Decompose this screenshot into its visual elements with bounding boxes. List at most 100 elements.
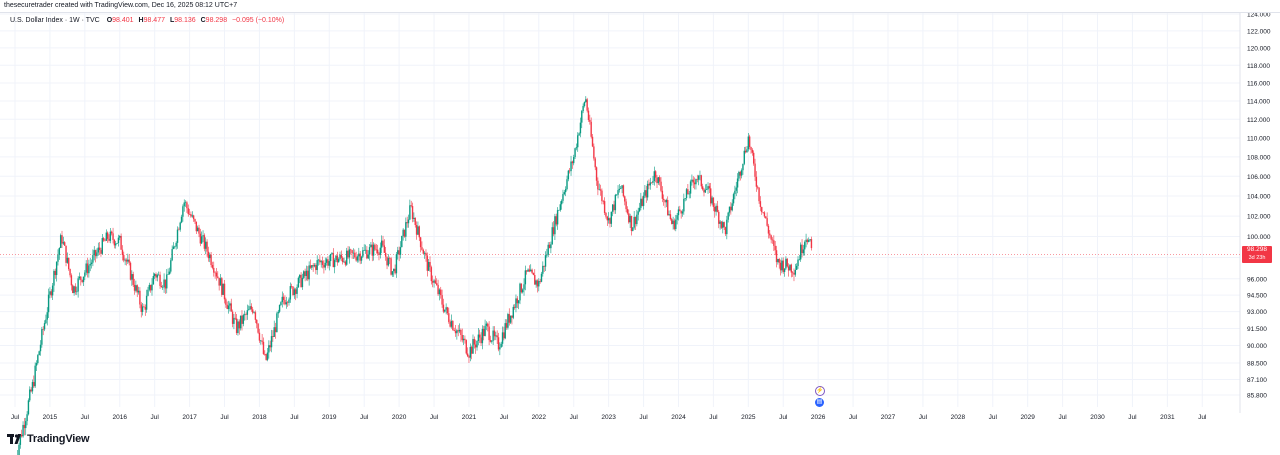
candle-body	[164, 279, 167, 289]
candle-body	[501, 332, 504, 344]
candle-body	[225, 299, 227, 305]
candle-body	[148, 284, 151, 290]
candle-body	[202, 235, 204, 237]
candle-body	[69, 268, 71, 276]
candle-body	[304, 271, 306, 277]
candle-body	[759, 201, 762, 207]
candle-body	[351, 250, 353, 254]
candle-body	[172, 246, 175, 250]
candle-body	[162, 287, 164, 288]
candle-body	[123, 255, 125, 261]
candle-body	[469, 346, 472, 358]
candle-body	[289, 286, 292, 300]
candle-body	[109, 231, 112, 241]
symbol-title[interactable]: U.S. Dollar Index · 1W · TVC	[10, 17, 100, 24]
candle-body	[775, 250, 778, 263]
x-tick-label: Jul	[1198, 414, 1207, 421]
candle-body	[278, 304, 281, 312]
candle-body	[531, 269, 533, 273]
candle-body	[295, 289, 297, 294]
tradingview-footer[interactable]: TradingView	[7, 431, 90, 447]
x-tick-label: Jul	[151, 414, 160, 421]
candle-body	[528, 269, 531, 272]
candle-body	[342, 257, 344, 263]
candle-body	[550, 244, 552, 249]
candle-body	[573, 157, 575, 164]
candle-body	[129, 262, 132, 280]
candle-body	[346, 250, 348, 265]
x-tick-label: Jul	[290, 414, 299, 421]
candle-body	[113, 239, 116, 246]
candle-body	[638, 207, 641, 212]
candle-body	[773, 240, 775, 246]
candle-body	[196, 227, 199, 232]
candle-body	[376, 249, 379, 254]
candle-body	[288, 299, 290, 303]
candle-body	[273, 327, 275, 337]
y-tick-label: 87.100	[1247, 377, 1267, 384]
candle-body	[664, 199, 666, 203]
candle-body	[352, 252, 355, 254]
candle-body	[41, 329, 43, 345]
candle-body	[222, 283, 224, 295]
candle-body	[689, 181, 692, 194]
x-tick-label: Jul	[1128, 414, 1137, 421]
candle-body	[456, 330, 458, 334]
lightning-icon[interactable]: ⚡	[815, 386, 825, 396]
y-tick-label: 94.500	[1247, 293, 1267, 300]
candle-body	[301, 277, 304, 288]
candle-body	[33, 382, 35, 387]
candle-body	[66, 257, 69, 263]
candle-body	[213, 267, 215, 273]
candle-body	[646, 183, 649, 198]
candle-body	[511, 315, 513, 318]
x-tick-label: Jul	[430, 414, 439, 421]
candle-body	[215, 272, 218, 277]
candle-body	[445, 307, 447, 310]
candle-body	[19, 434, 22, 445]
candle-body	[423, 252, 426, 254]
candle-body	[156, 274, 159, 278]
candle-body	[116, 243, 118, 244]
candle-body	[235, 318, 238, 334]
candle-body	[347, 250, 349, 258]
candle-body	[508, 314, 510, 323]
candle-body	[480, 337, 482, 344]
candle-body	[101, 238, 103, 254]
candle-body	[526, 270, 528, 272]
candle-body	[57, 254, 59, 262]
candle-body	[286, 302, 289, 303]
candle-body	[214, 272, 216, 274]
candle-body	[179, 222, 181, 230]
candle-body	[152, 276, 155, 285]
candle-body	[794, 269, 797, 275]
candle-body	[566, 179, 568, 190]
candle-body	[290, 286, 293, 287]
candle-body	[102, 238, 105, 241]
us-flag-icon[interactable]: ▤	[815, 398, 824, 407]
candle-body	[657, 177, 660, 184]
candle-body	[375, 249, 377, 251]
candle-body	[218, 277, 220, 286]
candle-body	[607, 218, 610, 221]
candle-body	[300, 274, 302, 288]
candle-body	[542, 265, 544, 274]
candle-body	[192, 215, 195, 220]
candle-body	[316, 260, 318, 271]
candle-body	[175, 242, 177, 247]
candle-body	[268, 345, 270, 353]
candle-body	[763, 212, 766, 217]
candle-body	[687, 189, 689, 195]
candle-body	[370, 244, 372, 248]
candle-body	[285, 302, 288, 305]
change-value: −0.095 (−0.10%)	[232, 17, 285, 24]
candle-body	[586, 99, 588, 111]
candle-body	[336, 255, 339, 263]
y-tick-label: 85.800	[1247, 393, 1267, 400]
y-tick-label: 116.000	[1247, 80, 1270, 87]
candle-body	[589, 119, 591, 122]
candle-body	[625, 201, 627, 210]
candle-body	[464, 338, 466, 341]
candle-body	[774, 245, 776, 251]
